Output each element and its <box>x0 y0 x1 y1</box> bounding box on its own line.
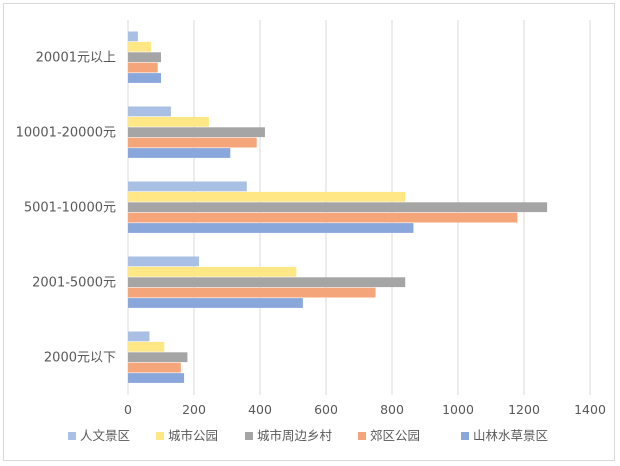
bar-0-3 <box>128 362 181 373</box>
bar-0-2 <box>128 352 188 363</box>
legend-label: 山林水草景区 <box>473 428 548 443</box>
bar-4-2 <box>128 52 161 63</box>
legend-swatch <box>68 432 76 440</box>
bars <box>128 31 548 383</box>
category-label: 2000元以下 <box>44 351 116 366</box>
bar-1-4 <box>128 298 303 308</box>
x-tick-label: 800 <box>380 402 404 417</box>
x-tick-label: 600 <box>314 402 338 417</box>
legend-swatch <box>461 432 469 440</box>
category-labels: 2000元以下 2001-5000元 5001-10000元 10001-20000元… <box>16 51 116 366</box>
x-tick-label: 0 <box>124 402 132 417</box>
bar-0-4 <box>128 373 185 383</box>
bar-4-3 <box>128 62 158 73</box>
bar-3-3 <box>128 137 257 148</box>
x-tick-labels: 0 200 400 600 800 1000 1200 1400 <box>124 402 606 417</box>
bar-3-1 <box>128 116 209 127</box>
legend-label: 人文景区 <box>80 428 130 443</box>
bar-4-1 <box>128 41 152 52</box>
bar-3-0 <box>128 106 171 117</box>
bar-1-0 <box>128 256 199 267</box>
bar-2-3 <box>128 212 518 223</box>
bar-4-4 <box>128 73 161 83</box>
category-label: 5001-10000元 <box>24 201 116 216</box>
bar-1-1 <box>128 266 297 277</box>
legend: 人文景区 城市公园 城市周边乡村 郊区公园 山林水草景区 <box>68 428 548 443</box>
legend-label: 城市周边乡村 <box>257 428 333 443</box>
category-label: 10001-20000元 <box>16 126 116 141</box>
legend-swatch <box>358 432 366 440</box>
category-label: 20001元以上 <box>36 51 116 66</box>
legend-label: 郊区公园 <box>370 428 420 443</box>
bar-1-3 <box>128 287 376 298</box>
bar-3-4 <box>128 148 231 158</box>
x-tick-label: 1200 <box>508 402 540 417</box>
x-tick-label: 1400 <box>574 402 606 417</box>
legend-label: 城市公园 <box>168 428 218 443</box>
bar-0-1 <box>128 341 165 352</box>
bar-2-0 <box>128 181 247 192</box>
legend-swatch <box>156 432 164 440</box>
x-tick-label: 200 <box>182 402 206 417</box>
legend-swatch <box>245 432 253 440</box>
x-tick-label: 400 <box>248 402 272 417</box>
x-tick-label: 1000 <box>442 402 474 417</box>
bar-2-2 <box>128 202 548 213</box>
bar-2-1 <box>128 191 406 202</box>
bar-3-2 <box>128 127 265 138</box>
bar-1-2 <box>128 277 406 288</box>
category-label: 2001-5000元 <box>32 276 116 291</box>
bar-0-0 <box>128 331 150 342</box>
bar-2-4 <box>128 223 414 233</box>
bar-4-0 <box>128 31 138 42</box>
